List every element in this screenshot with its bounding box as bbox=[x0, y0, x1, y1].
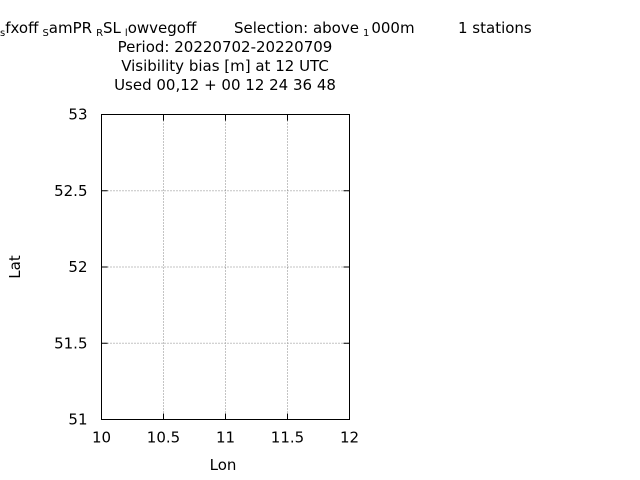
title-selection-rest: 000m bbox=[371, 19, 414, 37]
title-owvegoff: owvegoff bbox=[128, 19, 197, 37]
x-tick-label: 12 bbox=[340, 429, 359, 447]
title-used: Used 00,12 + 00 12 24 36 48 bbox=[114, 76, 336, 94]
title-visibility: Visibility bias [m] at 12 UTC bbox=[121, 57, 329, 75]
title-amPR: amPR bbox=[49, 19, 92, 37]
title-sub-s: s bbox=[0, 28, 5, 39]
x-axis-label: Lon bbox=[210, 456, 237, 474]
y-tick-label: 51 bbox=[68, 411, 87, 429]
x-tick-label: 11 bbox=[216, 429, 235, 447]
x-tick-labels: 10 10.5 11 11.5 12 bbox=[92, 429, 359, 447]
title-period: Period: 20220702-20220709 bbox=[118, 38, 333, 56]
title-sub-R: R bbox=[96, 28, 103, 39]
title-sub-l: l bbox=[125, 28, 128, 39]
y-tick-label: 52.5 bbox=[54, 182, 87, 200]
title-SL: SL bbox=[103, 19, 122, 37]
y-tick-label: 51.5 bbox=[54, 334, 87, 352]
x-tick-label: 11.5 bbox=[271, 429, 304, 447]
x-tick-label: 10 bbox=[92, 429, 111, 447]
y-tick-label: 52 bbox=[68, 258, 87, 276]
x-tick-label: 10.5 bbox=[147, 429, 180, 447]
y-axis-label: Lat bbox=[6, 255, 24, 279]
title-selection-sub: 1 bbox=[363, 28, 369, 39]
grid-lines bbox=[101, 114, 350, 420]
y-tick-labels: 51 51.5 52 52.5 53 bbox=[54, 106, 87, 429]
title-sub-S: S bbox=[42, 28, 48, 39]
title-selection: Selection: above 1 000m bbox=[234, 19, 415, 39]
title-selection-label: Selection: above bbox=[234, 19, 359, 37]
y-tick-label: 53 bbox=[68, 106, 87, 124]
title-stations: 1 stations bbox=[458, 19, 532, 37]
tick-marks bbox=[101, 114, 350, 420]
title-fxoff: fxoff bbox=[5, 19, 39, 37]
title-line-1: sfxoff SamPR RSL lowvegoff bbox=[0, 19, 197, 39]
